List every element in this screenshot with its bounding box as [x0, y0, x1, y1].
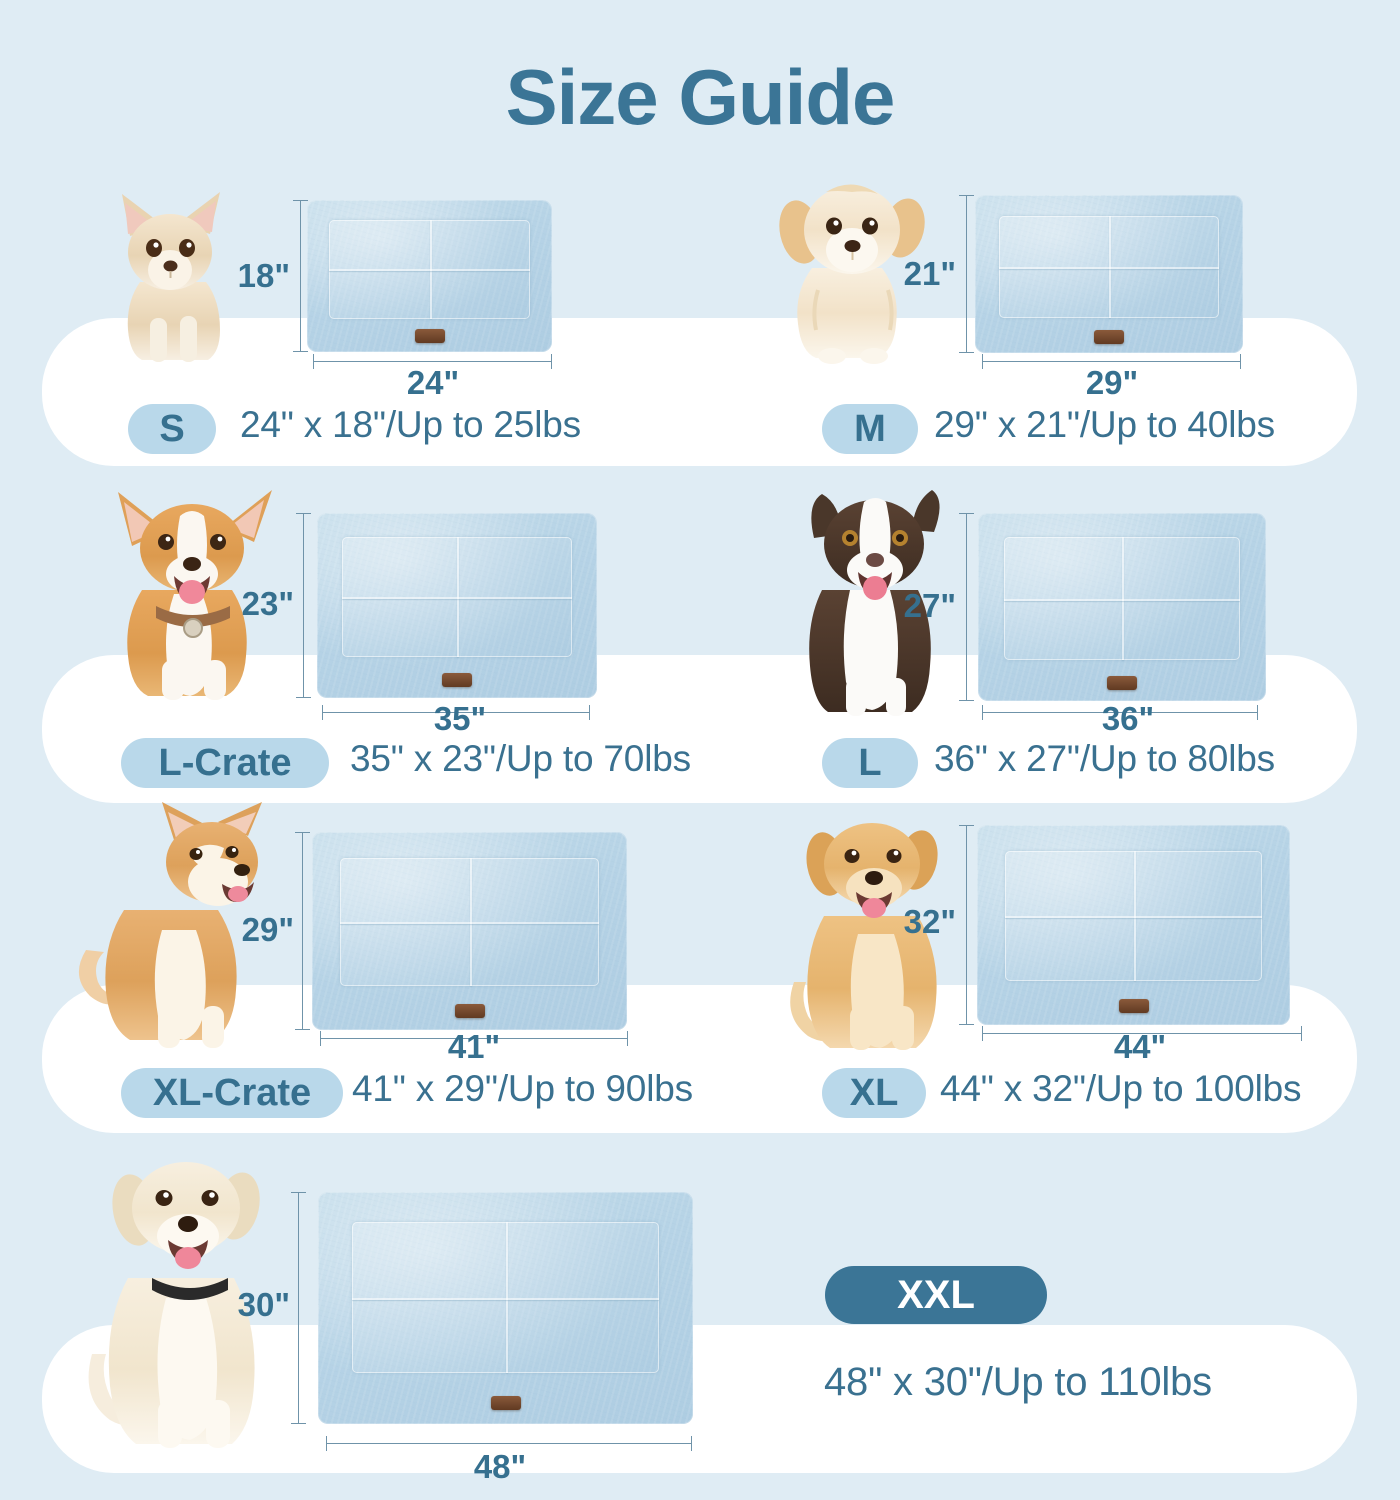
size-badge-l-crate[interactable]: L-Crate [121, 738, 329, 788]
dog-photo-corgi [104, 482, 289, 704]
dog-photo-border-collie [790, 482, 960, 717]
dimension-label-height-l-crate: 23" [241, 585, 294, 622]
brand-tag-icon [1118, 999, 1149, 1013]
dog-photo-shiba-inu [66, 800, 281, 1050]
dimension-line-vertical-xl-crate [295, 832, 310, 1030]
size-badge-xl[interactable]: XL [822, 1068, 926, 1118]
dimension-label-height-xl-crate: 29" [241, 911, 294, 948]
dimension-line-vertical-s [293, 200, 308, 352]
dimension-label-width-l-crate: 35" [433, 700, 487, 737]
dimension-line-horizontal-l-crate [322, 705, 590, 720]
mat-graphic-s [307, 200, 552, 352]
size-badge-s[interactable]: S [128, 404, 216, 454]
dimension-label-width-xl: 44" [1113, 1028, 1167, 1065]
dog-photo-golden-retriever [778, 806, 968, 1051]
mat-graphic-xl-crate [312, 832, 627, 1030]
size-badge-xl-crate[interactable]: XL-Crate [121, 1068, 343, 1118]
mat-graphic-l [978, 513, 1266, 701]
dimension-label-width-l: 36" [1101, 700, 1155, 737]
brand-tag-icon [414, 328, 445, 343]
size-spec-l-crate: 35" x 23"/Up to 70lbs [350, 738, 691, 779]
dimension-line-horizontal-xl-crate [320, 1031, 628, 1046]
dimension-label-height-xxl: 30" [237, 1286, 290, 1323]
brand-tag-icon [442, 672, 472, 687]
row-card-4 [42, 1325, 1357, 1473]
mat-graphic-l-crate [317, 513, 597, 698]
brand-tag-icon [1107, 675, 1137, 690]
size-spec-xl-crate: 41" x 29"/Up to 90lbs [352, 1068, 693, 1109]
dimension-line-vertical-l-crate [296, 513, 311, 698]
dimension-label-width-s: 24" [406, 364, 460, 401]
dog-photo-havanese-puppy [768, 170, 938, 365]
dimension-label-width-m: 29" [1085, 364, 1139, 401]
size-spec-s: 24" x 18"/Up to 25lbs [240, 404, 581, 445]
dimension-label-height-xl: 32" [903, 903, 956, 940]
dimension-label-width-xxl: 48" [473, 1448, 527, 1485]
size-spec-xxl: 48" x 30"/Up to 110lbs [824, 1360, 1212, 1404]
size-badge-m[interactable]: M [822, 404, 918, 454]
dimension-label-height-m: 21" [903, 255, 956, 292]
brand-tag-icon [1094, 329, 1124, 344]
size-badge-xxl[interactable]: XXL [825, 1266, 1047, 1324]
dimension-line-horizontal-m [982, 354, 1241, 369]
size-spec-xl: 44" x 32"/Up to 100lbs [940, 1068, 1302, 1109]
dimension-line-horizontal-xl [982, 1026, 1302, 1041]
dimension-line-vertical-xl [959, 825, 974, 1025]
dimension-label-width-xl-crate: 41" [447, 1028, 501, 1065]
dimension-line-vertical-m [959, 195, 974, 353]
dog-photo-chihuahua-puppy [92, 186, 257, 364]
dimension-line-vertical-l [959, 513, 974, 701]
dimension-line-horizontal-s [313, 354, 552, 369]
brand-tag-icon [490, 1396, 521, 1411]
mat-graphic-xxl [318, 1192, 693, 1424]
size-badge-l[interactable]: L [822, 738, 918, 788]
page-title: Size Guide [505, 53, 896, 141]
dimension-line-horizontal-l [982, 705, 1258, 720]
dimension-label-height-l: 27" [903, 587, 956, 624]
mat-graphic-xl [977, 825, 1290, 1025]
dog-photo-cream-golden-retriever [78, 1142, 293, 1452]
brand-tag-icon [454, 1004, 485, 1019]
dimension-label-height-s: 18" [237, 257, 290, 294]
size-spec-m: 29" x 21"/Up to 40lbs [934, 404, 1275, 445]
mat-graphic-m [975, 195, 1243, 353]
size-spec-l: 36" x 27"/Up to 80lbs [934, 738, 1275, 779]
dimension-line-vertical-xxl [291, 1192, 306, 1424]
dimension-line-horizontal-xxl [326, 1436, 692, 1451]
